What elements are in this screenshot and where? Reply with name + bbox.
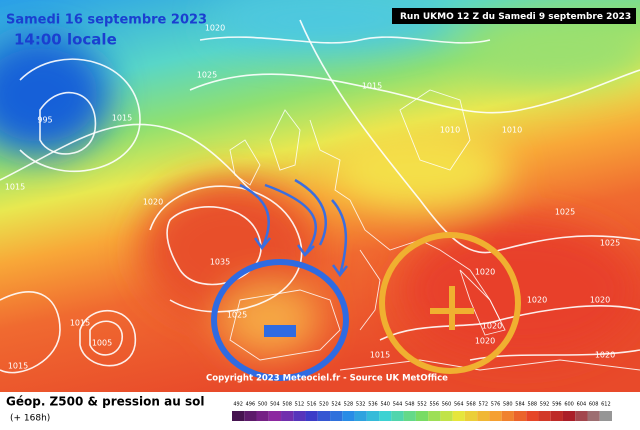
- scale-swatch: [391, 411, 404, 421]
- scale-label: 588: [528, 402, 538, 408]
- scale-label: 548: [405, 402, 415, 408]
- isobar-label: 1015: [70, 319, 90, 328]
- scale-swatch: [464, 411, 478, 421]
- isobar-label: 1025: [555, 208, 575, 217]
- isobar-label: 1035: [210, 258, 230, 267]
- scale-label: 608: [589, 402, 599, 408]
- scale-label: 564: [454, 402, 464, 408]
- scale-swatch: [538, 411, 551, 421]
- isobar-label: 1025: [227, 311, 247, 320]
- scale-label: 556: [429, 402, 439, 408]
- scale-swatch: [268, 411, 282, 421]
- scale-swatch: [562, 411, 576, 421]
- scale-label: 528: [344, 402, 354, 408]
- isobar-label: 1025: [197, 71, 217, 80]
- scale-swatch: [428, 411, 441, 421]
- scale-swatch: [440, 411, 453, 421]
- scale-swatch: [403, 411, 416, 421]
- scale-swatch: [452, 411, 465, 421]
- scale-label: 544: [393, 402, 403, 408]
- scale-swatch: [293, 411, 306, 421]
- scale-label: 600: [564, 402, 574, 408]
- scale-swatch: [489, 411, 502, 421]
- scale-swatch: [513, 411, 527, 421]
- isobar-label: 995: [37, 116, 52, 125]
- run: Run UKMO 12 Z du Samedi 9 septembre 2023: [400, 12, 631, 22]
- scale-label: 568: [466, 402, 476, 408]
- scale-swatch: [244, 411, 257, 421]
- isobar-label: 1020: [205, 24, 225, 33]
- scale-swatch: [342, 411, 355, 421]
- isobar-label: 1015: [112, 114, 132, 123]
- scale-label: 552: [417, 402, 427, 408]
- scale-label: 576: [491, 402, 501, 408]
- scale-label: 496: [246, 402, 256, 408]
- scale-label: 612: [601, 402, 611, 408]
- scale-swatch: [317, 411, 331, 421]
- isobar-label: 1020: [475, 268, 495, 277]
- coastlines: [229, 89, 640, 371]
- scale-label: 572: [479, 402, 489, 408]
- scale-label: 512: [295, 402, 305, 408]
- scale-label: 492: [233, 402, 243, 408]
- scale-label: 516: [307, 402, 317, 408]
- scale-label: 596: [552, 402, 562, 408]
- isobar-label: 1025: [600, 239, 620, 248]
- copyright: Copyright 2023 Meteociel.fr - Source UK …: [206, 374, 448, 384]
- scale-swatch: [550, 411, 563, 421]
- scale-swatch: [366, 411, 380, 421]
- isobar-label: 1020: [595, 351, 615, 360]
- scale-label: 584: [515, 402, 525, 408]
- scale-label: 580: [503, 402, 513, 408]
- scale-label: 508: [282, 402, 292, 408]
- isobar-label: 1005: [92, 339, 112, 348]
- scale-swatch: [305, 411, 318, 421]
- isobar-label: 1020: [527, 296, 547, 305]
- isobar-label: 1020: [482, 322, 502, 331]
- arrows: [239, 178, 348, 278]
- legend-subtitle: (+ 168h): [10, 414, 50, 424]
- scale-label: 524: [331, 402, 341, 408]
- run-box: [392, 8, 636, 24]
- isobar-label: 1015: [370, 351, 390, 360]
- date: Samedi 16 septembre 2023: [6, 13, 207, 28]
- scale-label: 532: [356, 402, 366, 408]
- scale-swatch: [599, 411, 612, 421]
- scale-swatch: [501, 411, 514, 421]
- scale-swatch: [379, 411, 392, 421]
- time: 14:00 locale: [14, 31, 117, 49]
- annotations: [211, 232, 521, 381]
- scale-label: 520: [319, 402, 329, 408]
- scale-swatch: [587, 411, 600, 421]
- scale-label: 536: [368, 402, 378, 408]
- scale-label: 540: [380, 402, 390, 408]
- scale-label: 504: [270, 402, 280, 408]
- scale-swatch: [281, 411, 294, 421]
- scale-label: 500: [258, 402, 268, 408]
- legend-title: Géop. Z500 & pression au sol: [6, 395, 204, 409]
- scale-label: 592: [540, 402, 550, 408]
- scale-swatch: [256, 411, 269, 421]
- scale-label: 604: [577, 402, 587, 408]
- isobar-label: 1020: [143, 198, 163, 207]
- scale-swatch: [575, 411, 588, 421]
- scale-swatch: [526, 411, 539, 421]
- isobar-label: 1015: [362, 82, 382, 91]
- scale-swatch: [415, 411, 429, 421]
- scale-swatch: [354, 411, 367, 421]
- isobar-label: 1010: [502, 126, 522, 135]
- color-scale: 492 496 500 504 508 512 516 520 524 528 532 536 540 5…: [232, 402, 612, 421]
- isobar-label: 1015: [5, 183, 25, 192]
- isobar-label: 1020: [475, 337, 495, 346]
- isobar-label: 1015: [8, 362, 28, 371]
- scale-swatch: [330, 411, 343, 421]
- map-background: [0, 0, 640, 392]
- isobar-label: 1020: [590, 296, 610, 305]
- scale-label: 560: [442, 402, 452, 408]
- scale-swatch: [232, 411, 245, 421]
- isobar-label: 1010: [440, 126, 460, 135]
- scale-swatch: [477, 411, 490, 421]
